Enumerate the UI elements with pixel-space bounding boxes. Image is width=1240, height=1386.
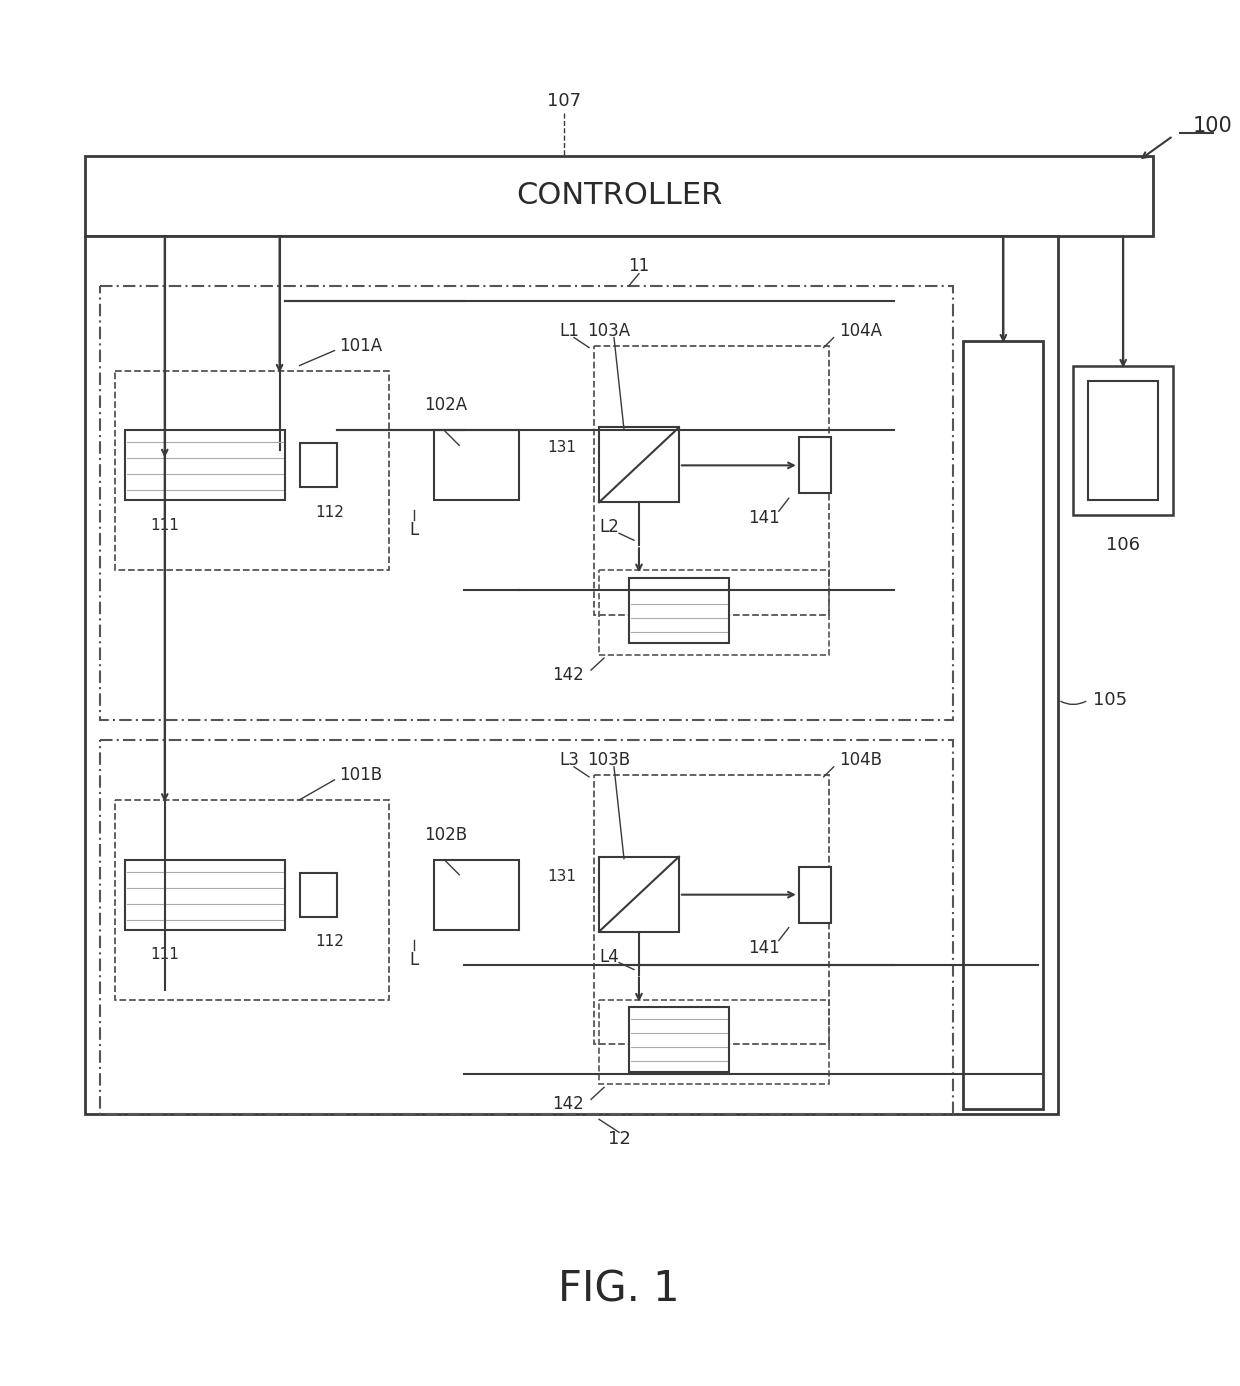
Text: 105: 105 <box>1094 692 1127 710</box>
Text: 107: 107 <box>547 91 582 109</box>
Text: 104A: 104A <box>838 322 882 340</box>
Bar <box>84 155 1153 236</box>
Text: 100: 100 <box>1193 116 1233 136</box>
Text: 103B: 103B <box>588 751 631 769</box>
Bar <box>799 438 831 493</box>
Bar <box>799 866 831 923</box>
Text: L: L <box>409 951 419 969</box>
Bar <box>629 1008 729 1073</box>
Bar <box>300 444 337 488</box>
Text: 112: 112 <box>315 934 343 949</box>
Text: L3: L3 <box>559 751 579 769</box>
Text: FIG. 1: FIG. 1 <box>558 1268 680 1310</box>
Text: L4: L4 <box>599 948 619 966</box>
Text: 111: 111 <box>150 518 179 532</box>
Bar <box>963 341 1043 1109</box>
Bar <box>599 427 680 502</box>
Bar <box>100 286 954 719</box>
Bar <box>599 857 680 931</box>
Bar <box>125 859 284 930</box>
Text: CONTROLLER: CONTROLLER <box>516 182 722 211</box>
Text: 112: 112 <box>315 505 343 520</box>
Bar <box>629 578 729 643</box>
Bar <box>599 999 828 1084</box>
Text: 141: 141 <box>748 938 780 956</box>
Bar <box>84 236 1058 1114</box>
Bar <box>434 431 520 500</box>
Bar <box>115 370 389 570</box>
Bar <box>594 775 828 1045</box>
Text: L: L <box>409 521 419 539</box>
Bar <box>434 859 520 930</box>
Text: L2: L2 <box>599 518 619 536</box>
Text: 104B: 104B <box>838 751 882 769</box>
Bar <box>100 740 954 1114</box>
Bar <box>115 800 389 999</box>
Text: 101A: 101A <box>340 337 383 355</box>
Text: 111: 111 <box>150 947 179 962</box>
Text: 102A: 102A <box>424 396 467 414</box>
Bar <box>594 345 828 615</box>
Text: L1: L1 <box>559 322 579 340</box>
Text: 106: 106 <box>1106 536 1141 554</box>
Text: 142: 142 <box>552 667 584 685</box>
Bar <box>125 431 284 500</box>
Text: 131: 131 <box>547 439 577 455</box>
Text: 11: 11 <box>629 256 650 274</box>
Text: 101B: 101B <box>340 766 383 784</box>
Bar <box>599 570 828 656</box>
Text: 131: 131 <box>547 869 577 884</box>
Text: 102B: 102B <box>424 826 467 844</box>
Text: 142: 142 <box>552 1095 584 1113</box>
Bar <box>1074 366 1173 516</box>
Bar <box>1089 381 1158 500</box>
Text: 12: 12 <box>608 1130 630 1148</box>
Text: 103A: 103A <box>588 322 631 340</box>
Text: 141: 141 <box>748 509 780 527</box>
Bar <box>300 873 337 916</box>
